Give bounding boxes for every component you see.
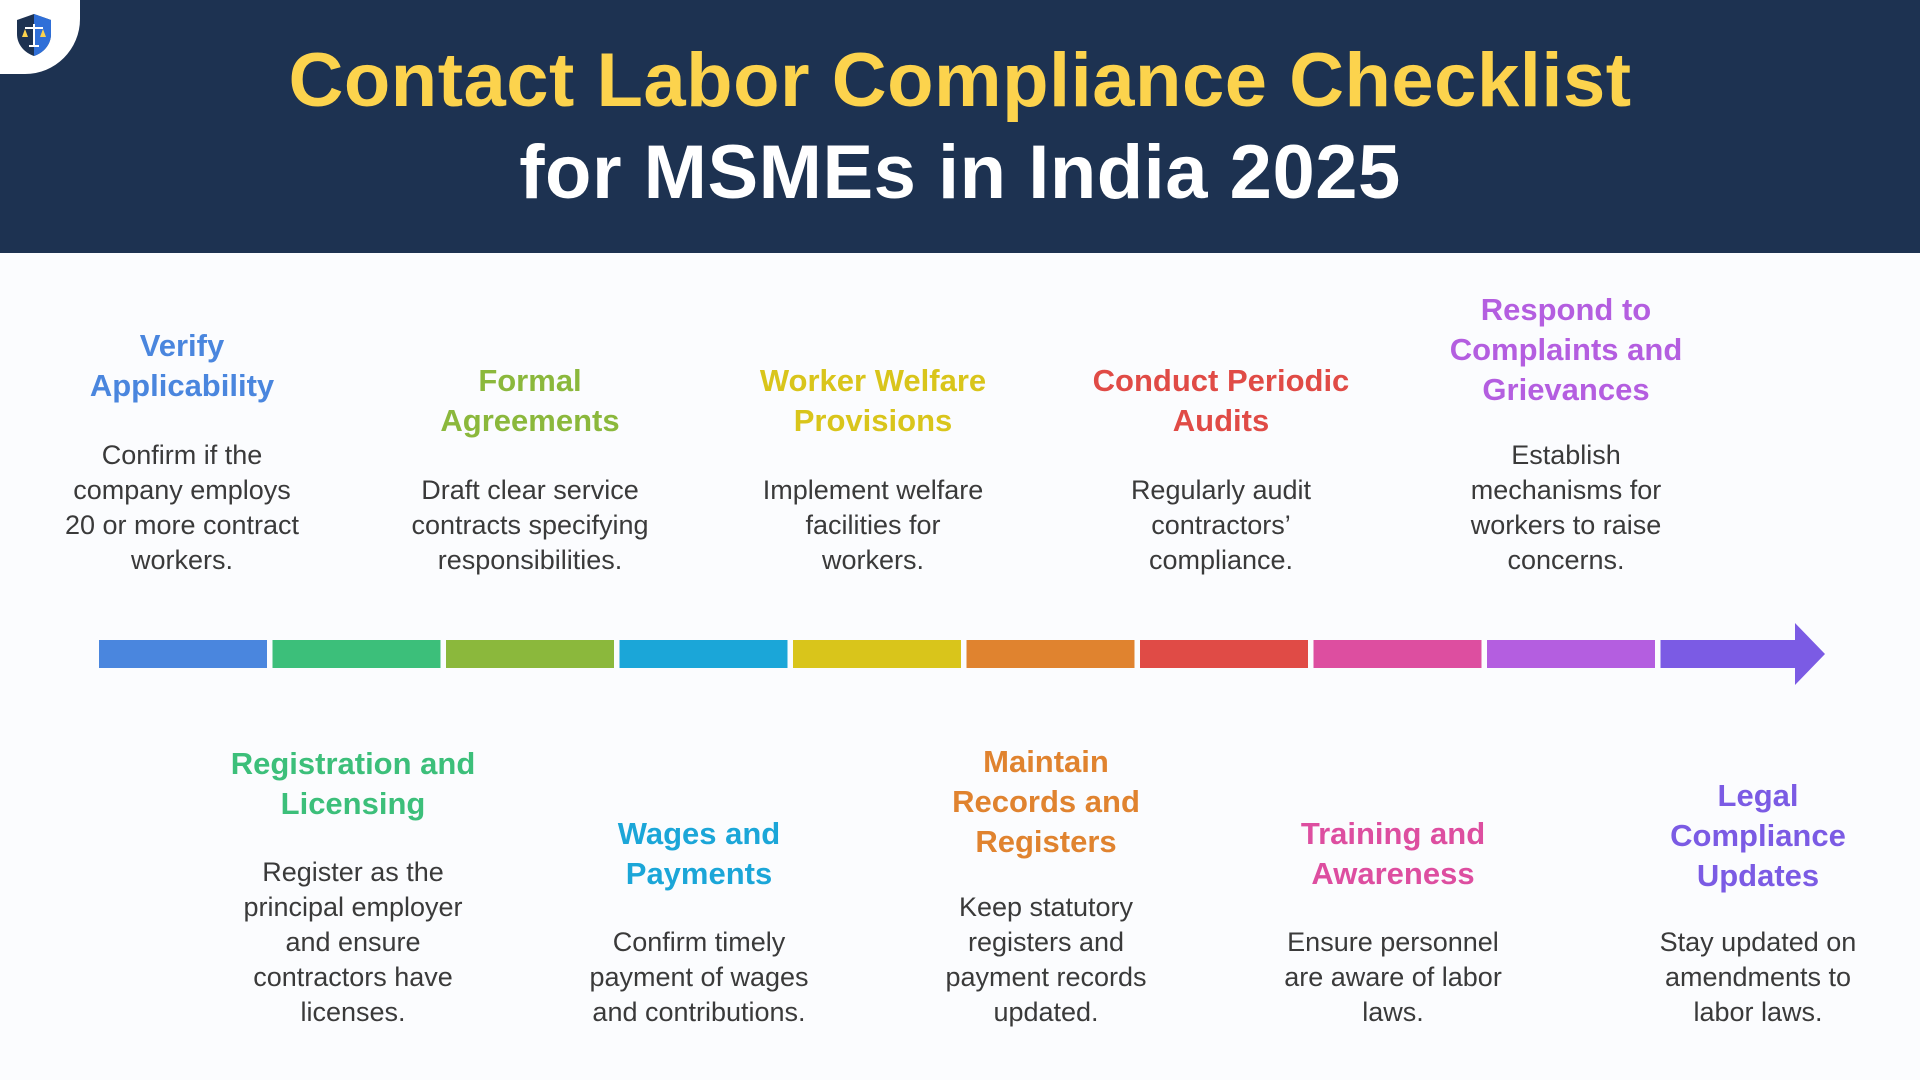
step-title-line: Payments [625, 856, 773, 891]
step-title-line: Updates [1696, 858, 1820, 893]
step-description-line: contracts specifying [411, 510, 649, 540]
step-description: Ensure personnel are aware of labor laws. [1243, 925, 1543, 1030]
step-title: Verify Applicability [32, 326, 332, 406]
step-description-line: concerns. [1507, 545, 1625, 575]
step-description: Register as the principal employer and ens… [203, 855, 503, 1030]
step-description-line: Implement welfare [762, 475, 984, 505]
step-description-line: workers to raise [1470, 510, 1662, 540]
step-description-line: Draft clear service [421, 475, 639, 505]
step-description-line: principal employer [243, 892, 463, 922]
step-description-line: facilities for [805, 510, 941, 540]
step-description: Confirm if the company employs 20 or more … [32, 438, 332, 578]
timeline-segment [793, 640, 961, 668]
step-description-line: company employs [73, 475, 291, 505]
step-description-line: and ensure [285, 927, 421, 957]
step-title-line: Agreements [440, 403, 620, 438]
step-description-line: registers and [967, 927, 1125, 957]
step-description-line: amendments to [1664, 962, 1852, 992]
step-title-line: Complaints and [1449, 332, 1683, 367]
arrow-right-icon [1660, 623, 1825, 685]
step-description-line: Confirm timely [612, 927, 786, 957]
step-title-line: Conduct Periodic [1092, 363, 1350, 398]
step-title-line: Registration and [230, 746, 476, 781]
step-title-line: Wages and [617, 816, 781, 851]
step-description-line: Keep statutory [958, 892, 1134, 922]
step-title-line: Applicability [89, 368, 275, 403]
step-title-line: Respond to [1480, 292, 1652, 327]
step-title: Training and Awareness [1243, 814, 1543, 894]
step-description-line: 20 or more contract [64, 510, 300, 540]
timeline-segment [619, 640, 788, 668]
step-description-line: compliance. [1148, 545, 1294, 575]
page-title-line-2: for MSMEs in India 2025 [519, 130, 1401, 215]
step-description-line: and contributions. [592, 997, 806, 1027]
step-description: Draft clear service contracts specifying r… [380, 473, 680, 578]
step-description-line: laws. [1362, 997, 1424, 1027]
step-description-line: updated. [993, 997, 1099, 1027]
timeline-segment [446, 640, 614, 668]
step-description-line: responsibilities. [437, 545, 623, 575]
step-description-line: Stay updated on [1659, 927, 1857, 957]
timeline-segment [1487, 640, 1655, 668]
step-title-line: Compliance [1670, 818, 1846, 853]
timeline-segment [1313, 640, 1482, 668]
step-title: Worker Welfare Provisions [723, 361, 1023, 441]
step-description-line: Register as the [262, 857, 444, 887]
step-description-line: licenses. [300, 997, 406, 1027]
step-description-line: Confirm if the [101, 440, 263, 470]
step-title: Registration and Licensing [203, 744, 503, 824]
step-description: Keep statutory registers and payment recor… [896, 890, 1196, 1030]
step-title: Respond to Complaints and Grievances [1416, 290, 1716, 410]
step-description: Confirm timely payment of wages and contri… [549, 925, 849, 1030]
step-description-line: Ensure personnel [1287, 927, 1499, 957]
step-description-line: contractors’ [1151, 510, 1291, 540]
header-banner: Contact Labor Compliance Checklist for M… [0, 0, 1920, 253]
step-title-line: Records and [952, 784, 1140, 819]
step-title: Conduct Periodic Audits [1071, 361, 1371, 441]
step-title-line: Verify [139, 328, 225, 363]
step-description: Implement welfare facilities for workers. [723, 473, 1023, 578]
step-title-line: Registers [975, 824, 1117, 859]
step-title-line: Legal [1717, 778, 1799, 813]
step-title: Maintain Records and Registers [896, 742, 1196, 862]
step-title-line: Awareness [1311, 856, 1475, 891]
step-description-line: labor laws. [1693, 997, 1823, 1027]
step-title-line: Training and [1300, 816, 1486, 851]
shield-scales-icon [17, 14, 51, 56]
step-description-line: Establish [1511, 440, 1621, 470]
step-description-line: are aware of labor [1284, 962, 1502, 992]
step-title: Wages and Payments [549, 814, 849, 894]
step-title-line: Grievances [1482, 372, 1650, 407]
page-title-line-1: Contact Labor Compliance Checklist [288, 38, 1632, 123]
step-description-line: contractors have [253, 962, 453, 992]
step-title-line: Worker Welfare [759, 363, 987, 398]
step-title-line: Audits [1172, 403, 1270, 438]
step-description-line: workers. [821, 545, 924, 575]
step-description-line: payment records [945, 962, 1147, 992]
step-description: Stay updated on amendments to labor laws. [1628, 925, 1888, 1030]
step-description-line: mechanisms for [1470, 475, 1662, 505]
step-title-line: Maintain [983, 744, 1109, 779]
step-description-line: workers. [130, 545, 233, 575]
timeline-segment [1140, 640, 1308, 668]
timeline-segment [99, 640, 267, 668]
step-title-line: Licensing [280, 786, 426, 821]
step-title-line: Formal [478, 363, 582, 398]
step-title: Formal Agreements [380, 361, 680, 441]
timeline-segment [272, 640, 441, 668]
step-title: Legal Compliance Updates [1628, 776, 1888, 896]
step-description: Regularly audit contractors’ compliance. [1071, 473, 1371, 578]
step-title-line: Provisions [793, 403, 953, 438]
step-description: Establish mechanisms for workers to raise c… [1416, 438, 1716, 578]
timeline-segment [966, 640, 1135, 668]
step-description-line: payment of wages [589, 962, 809, 992]
step-description-line: Regularly audit [1130, 475, 1312, 505]
